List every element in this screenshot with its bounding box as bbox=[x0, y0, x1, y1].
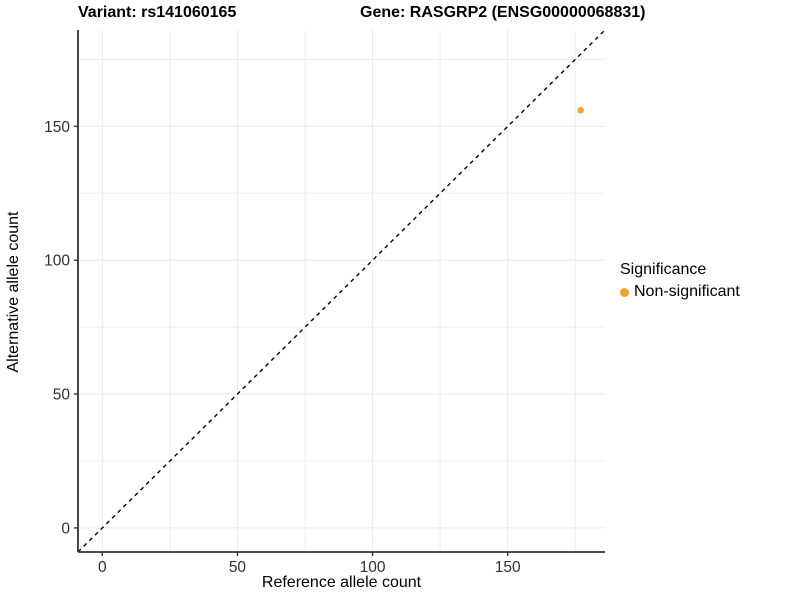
chart-title-gene: Gene: RASGRP2 (ENSG00000068831) bbox=[360, 4, 646, 21]
non-significant-dot-icon bbox=[620, 287, 629, 297]
identity-line bbox=[77, 29, 606, 553]
legend-item-label: Non-significant bbox=[634, 283, 740, 300]
y-tick-label: 0 bbox=[61, 520, 70, 537]
legend: Significance Non-significant bbox=[620, 261, 740, 301]
y-tick-label: 150 bbox=[44, 119, 70, 136]
x-axis-title: Reference allele count bbox=[261, 574, 422, 591]
data-point[interactable] bbox=[577, 107, 584, 114]
x-tick-label: 100 bbox=[360, 559, 386, 576]
legend-item-non-significant: Non-significant bbox=[620, 283, 740, 301]
chart-title-variant: Variant: rs141060165 bbox=[78, 4, 237, 21]
y-tick-label: 100 bbox=[44, 253, 70, 270]
x-tick-label: 0 bbox=[98, 559, 107, 576]
y-tick-label: 50 bbox=[53, 387, 71, 404]
x-tick-label: 50 bbox=[229, 559, 247, 576]
y-axis-title: Alternative allele count bbox=[5, 211, 22, 373]
legend-title: Significance bbox=[620, 261, 707, 278]
x-tick-label: 150 bbox=[495, 559, 521, 576]
